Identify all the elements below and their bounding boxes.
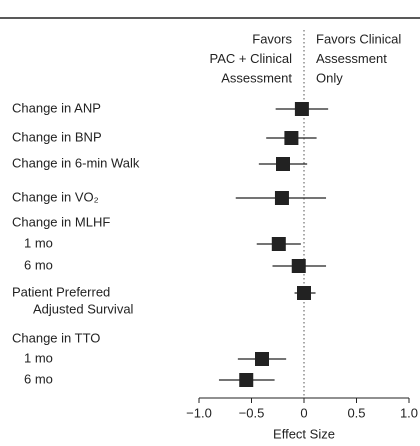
row-label: Change in TTO: [12, 330, 100, 345]
row-label: 6 mo: [24, 371, 53, 386]
row-label: Change in VO₂: [12, 189, 99, 204]
header-left: Assessment: [221, 70, 292, 85]
point-estimate: [284, 131, 299, 145]
point-estimate: [294, 102, 309, 116]
header-left: PAC + Clinical: [210, 51, 293, 66]
x-tick-label: −0.5: [239, 405, 265, 420]
point-estimate: [239, 373, 254, 387]
header-right: Favors Clinical: [316, 31, 401, 46]
header-left: Favors: [252, 31, 292, 46]
row-label: Change in BNP: [12, 129, 102, 144]
point-estimate: [276, 157, 290, 171]
header-right: Only: [316, 70, 343, 85]
row-label: Change in MLHF: [12, 214, 110, 229]
point-estimate: [271, 237, 286, 251]
point-estimate: [297, 286, 311, 300]
row-label: Change in 6-min Walk: [12, 155, 140, 170]
row-label: Change in ANP: [12, 100, 101, 115]
row-label: 6 mo: [24, 257, 53, 272]
row-label: Patient Preferred: [12, 284, 110, 299]
row-label: Adjusted Survival: [33, 301, 134, 316]
x-axis-label: Effect Size: [273, 426, 335, 441]
row-label: 1 mo: [24, 350, 53, 365]
point-estimate: [274, 191, 289, 205]
point-estimate: [255, 352, 269, 366]
x-tick-label: 1.0: [400, 405, 418, 420]
point-estimate: [291, 259, 306, 273]
header-right: Assessment: [316, 51, 387, 66]
x-tick-label: 0.5: [347, 405, 365, 420]
x-tick-label: 0: [300, 405, 307, 420]
x-tick-label: −1.0: [186, 405, 212, 420]
row-label: 1 mo: [24, 235, 53, 250]
